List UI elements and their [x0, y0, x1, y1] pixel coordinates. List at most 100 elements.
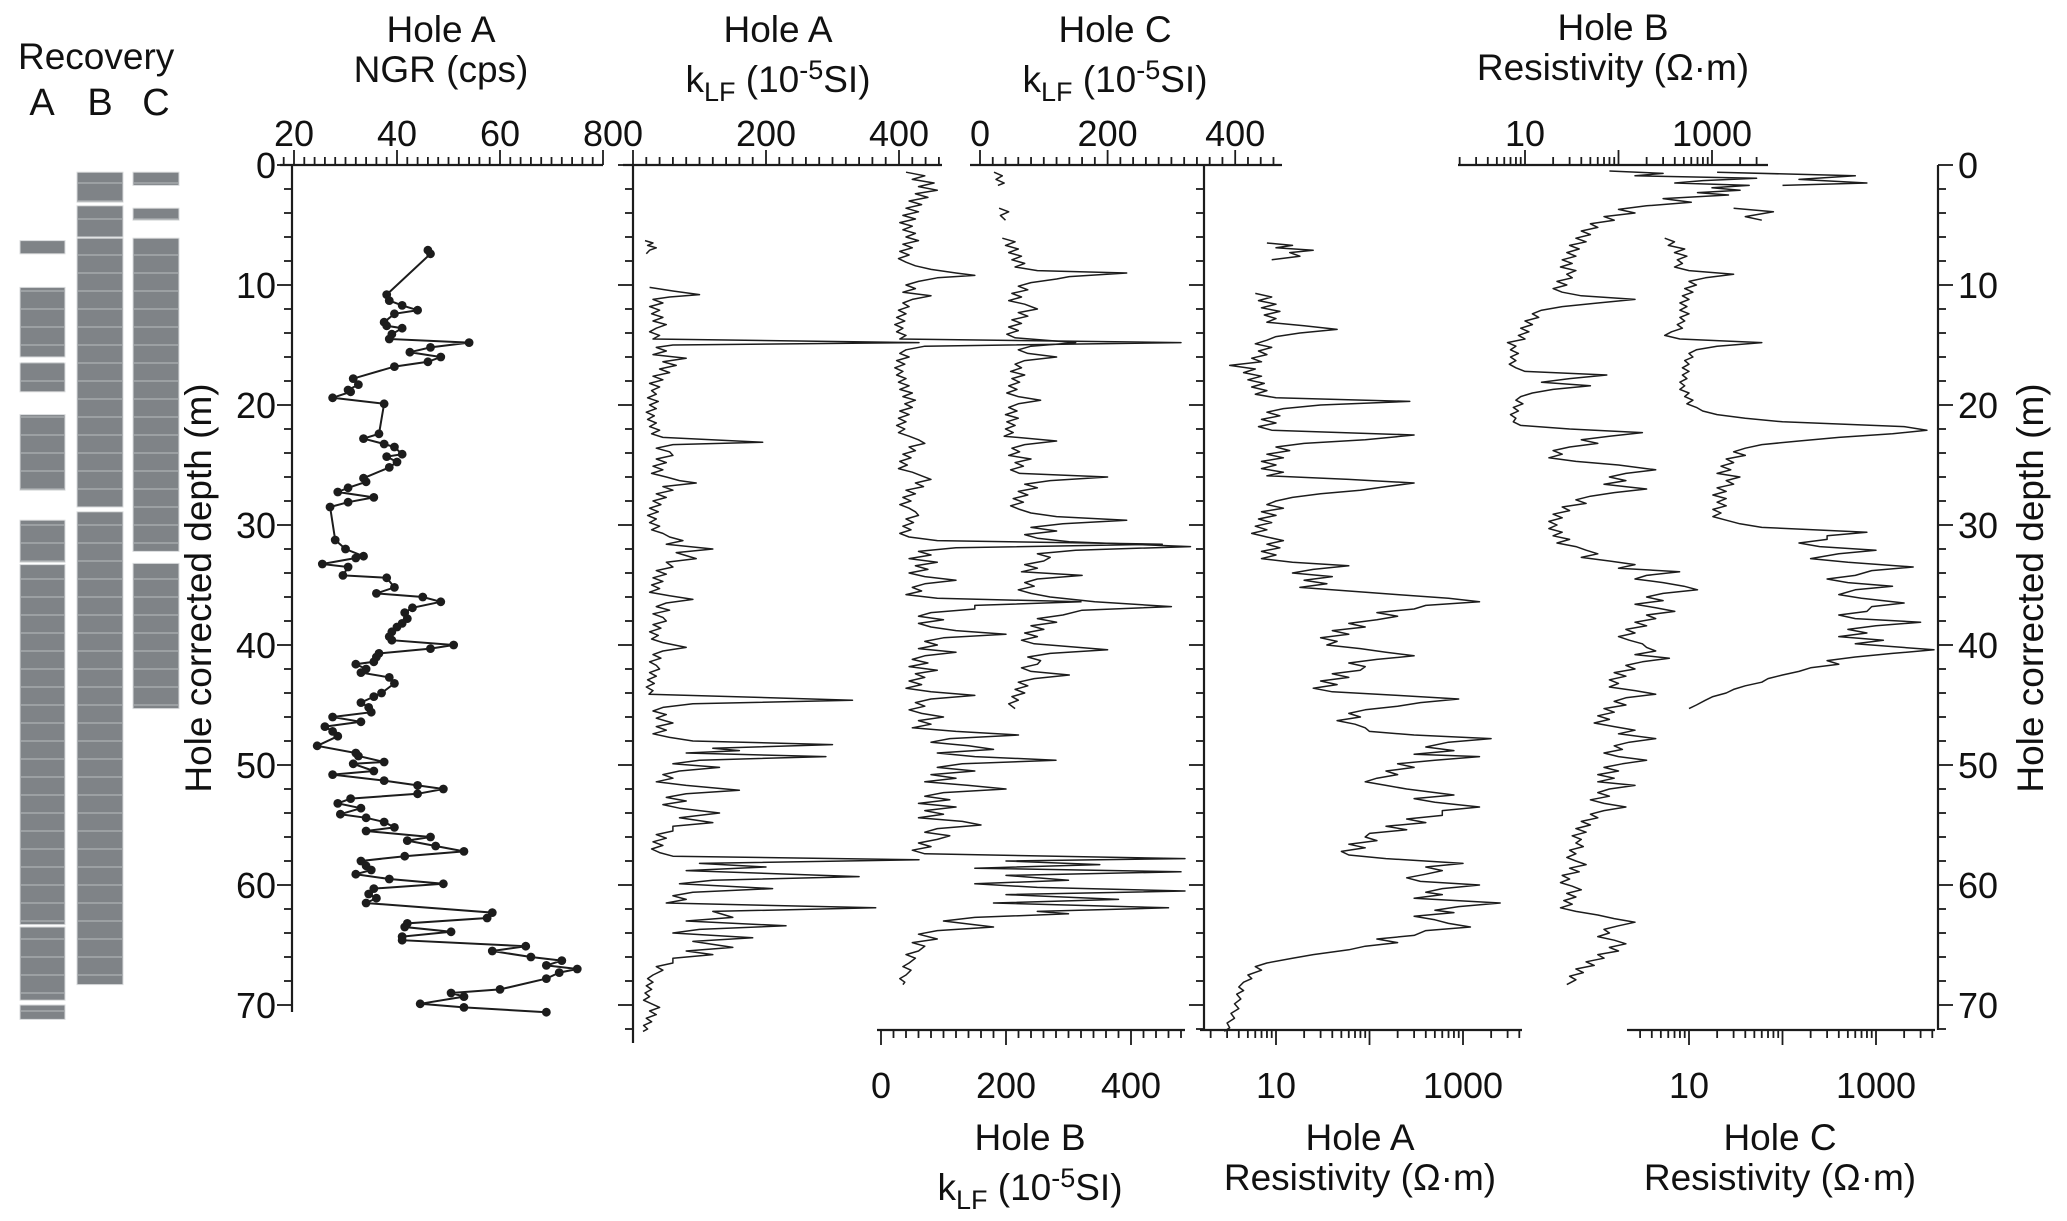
curve-klf-hole-a [642, 239, 920, 1033]
ngr-data-point [390, 583, 399, 592]
ngr-data-point [369, 692, 379, 701]
ngr-data-point [426, 644, 435, 653]
recovery-bar [19, 362, 66, 393]
ngr-data-point [348, 374, 358, 383]
ngr-data-point [328, 712, 338, 722]
depth-tick-label: 30 [1958, 505, 1998, 546]
ngr-data-point [364, 889, 374, 899]
ngr-data-point [390, 362, 399, 371]
depth-axis-label-right: Hole corrected depth (m) [2010, 383, 2051, 793]
depth-tick-label: 70 [236, 985, 276, 1026]
ngr-value-axis: 20 40 60 80 [274, 113, 623, 167]
ngr-data-point [426, 249, 435, 259]
ngr-data-point [382, 573, 392, 583]
recovery-bar [76, 511, 124, 986]
recovery-bar [132, 562, 180, 710]
ngr-data-point [379, 776, 389, 785]
ngr-data-point [431, 841, 441, 851]
depth-tick-label: 70 [1958, 985, 1998, 1026]
ngr-data-point [353, 380, 363, 389]
value-tick-label: 80 [583, 113, 623, 154]
ngr-data-point [356, 668, 366, 677]
ngr-data-point [343, 483, 353, 493]
ngr-data-point [384, 334, 394, 344]
ngr-data-point [377, 688, 386, 698]
res-a-value-axis: 10 1000 [1200, 1028, 1522, 1106]
recovery-column-label-a: A [29, 82, 55, 124]
ngr-data-point [369, 493, 379, 502]
value-tick-label: 10 [1505, 113, 1545, 154]
recovery-bar [19, 286, 66, 358]
res-b-panel-title-hole: Hole B [1557, 7, 1669, 48]
ngr-data-point [413, 781, 422, 790]
ngr-data-point [541, 974, 551, 983]
recovery-column-c [132, 171, 180, 710]
ngr-data-point [351, 553, 361, 563]
ngr-data-point [359, 434, 368, 443]
ngr-data-point [372, 589, 381, 598]
ngr-data-point [384, 874, 394, 884]
ngr-data-point [379, 817, 389, 827]
recovery-bar [132, 237, 180, 552]
ngr-data-point [554, 968, 564, 977]
klf-c-panel-title-hole: Hole C [1058, 9, 1172, 50]
recovery-column-label-c: C [142, 82, 170, 124]
ngr-data-point [541, 961, 551, 970]
ngr-data-point [400, 922, 410, 932]
ngr-data-point [328, 393, 338, 403]
recovery-bar [132, 207, 180, 221]
ngr-data-point [379, 399, 389, 409]
klf-b-panel-title-quantity: kLF (10-5SI) [937, 1163, 1123, 1215]
ngr-data-point [348, 759, 358, 769]
ngr-data-point [384, 296, 394, 305]
ngr-data-point [387, 635, 397, 645]
ngr-data-point [333, 731, 343, 741]
res-b-panel-title-quantity: Resistivity (Ω·m) [1476, 47, 1750, 88]
ngr-data-point [459, 992, 469, 1001]
ngr-data-point [446, 927, 456, 937]
ngr-data-point [346, 794, 356, 803]
value-tick-label: 1000 [1836, 1065, 1916, 1106]
klf-a-panel-title-hole: Hole A [723, 9, 833, 50]
ngr-data-point [366, 707, 376, 717]
curve-ngr-hole-a [312, 245, 582, 1017]
ngr-data-point [382, 321, 392, 331]
ngr-data-point [526, 952, 536, 962]
ngr-data-point [572, 964, 582, 974]
depth-tick-label: 20 [236, 385, 276, 426]
ngr-data-point [426, 343, 435, 352]
ngr-data-point [397, 449, 407, 459]
ngr-data-point [346, 387, 356, 397]
ngr-data-point [446, 988, 456, 998]
res-c-value-axis: 10 1000 [1627, 1028, 1935, 1106]
depth-tick-label: 60 [1958, 865, 1998, 906]
ngr-data-point [369, 657, 379, 667]
depth-axis-left: 0 10 20 30 40 50 60 70 [236, 145, 294, 1026]
value-tick-label: 1000 [1423, 1065, 1503, 1106]
value-tick-label: 200 [976, 1065, 1036, 1106]
depth-axis-right: 0 10 20 30 40 50 60 70 [1936, 145, 1998, 1030]
ngr-data-point [361, 826, 371, 836]
ngr-data-point [369, 766, 379, 776]
ngr-data-point [397, 935, 407, 945]
recovery-bar [19, 1004, 66, 1020]
ngr-data-point [333, 799, 343, 808]
depth-tick-label: 40 [1958, 625, 1998, 666]
ngr-data-point [482, 913, 492, 923]
ngr-data-point [361, 898, 371, 908]
ngr-data-point [356, 803, 366, 813]
ngr-data-point [413, 789, 422, 799]
ngr-data-point [390, 823, 399, 832]
ngr-data-point [487, 946, 497, 956]
klf-b-value-axis: 0 200 400 [871, 1028, 1185, 1106]
recovery-bar [19, 240, 66, 255]
ngr-data-point [312, 741, 322, 751]
ngr-data-point [459, 1003, 469, 1012]
res-c-panel-title-quantity: Resistivity (Ω·m) [1643, 1157, 1917, 1198]
ngr-data-point [423, 357, 433, 367]
ngr-data-point [333, 487, 343, 497]
depth-tick-label: 0 [256, 145, 276, 186]
ngr-data-point [382, 452, 392, 461]
